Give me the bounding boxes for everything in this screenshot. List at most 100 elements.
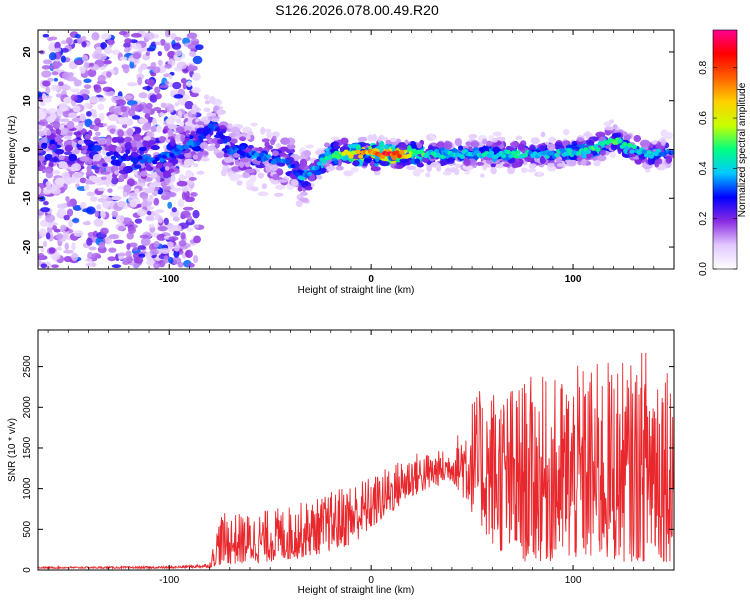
heatmap-cell bbox=[603, 121, 612, 127]
heatmap-cell bbox=[247, 130, 254, 136]
heatmap-cell bbox=[71, 242, 76, 251]
heatmap-cell bbox=[164, 80, 169, 85]
heatmap-cell bbox=[38, 124, 43, 131]
heatmap-cell bbox=[255, 164, 266, 169]
heatmap-cell bbox=[513, 153, 519, 159]
heatmap-cell bbox=[163, 42, 171, 51]
heatmap-cell bbox=[654, 159, 660, 168]
heatmap-cell bbox=[41, 70, 52, 78]
heatmap-cell bbox=[79, 156, 90, 162]
heatmap-cell bbox=[585, 149, 591, 155]
heatmap-cell bbox=[549, 151, 555, 156]
heatmap-cell bbox=[40, 263, 48, 268]
heatmap-cell bbox=[129, 200, 137, 208]
heatmap-cell bbox=[159, 84, 169, 89]
heatmap-cell bbox=[60, 40, 67, 45]
heatmap-cell bbox=[265, 154, 272, 159]
heatmap-cell bbox=[111, 195, 122, 201]
heatmap-cell bbox=[112, 173, 118, 178]
heatmap-cell bbox=[343, 170, 354, 177]
heatmap-cell bbox=[639, 139, 651, 148]
heatmap-cell bbox=[157, 215, 164, 224]
heatmap-cell bbox=[94, 117, 101, 126]
heatmap-cell bbox=[51, 71, 59, 76]
heatmap-cell bbox=[71, 252, 79, 262]
heatmap-cell bbox=[470, 141, 480, 148]
heatmap-cell bbox=[656, 148, 662, 154]
heatmap-cell bbox=[98, 112, 105, 122]
heatmap-cell bbox=[355, 149, 361, 155]
y-tick-label: 500 bbox=[22, 521, 33, 538]
heatmap-cell bbox=[86, 165, 92, 173]
heatmap-cell bbox=[157, 59, 163, 66]
heatmap-cell bbox=[507, 166, 516, 175]
heatmap-cell bbox=[100, 176, 107, 181]
heatmap-cell bbox=[205, 129, 211, 134]
heatmap-cell bbox=[108, 144, 118, 153]
heatmap-cell bbox=[228, 132, 237, 138]
spectrogram-x-axis-label: Height of straight line (km) bbox=[298, 285, 415, 296]
heatmap-cell bbox=[183, 144, 189, 150]
heatmap-cell bbox=[102, 122, 108, 127]
heatmap-cell bbox=[65, 37, 73, 45]
heatmap-cell bbox=[463, 159, 471, 167]
heatmap-cell bbox=[81, 36, 87, 41]
heatmap-cell bbox=[454, 163, 462, 169]
heatmap-cell bbox=[285, 159, 291, 164]
heatmap-cell bbox=[93, 125, 99, 132]
heatmap-cell bbox=[234, 159, 240, 166]
heatmap-cell bbox=[94, 166, 100, 174]
heatmap-cell bbox=[185, 170, 193, 178]
heatmap-cell bbox=[192, 209, 200, 219]
heatmap-cell bbox=[64, 176, 73, 185]
heatmap-cell bbox=[91, 144, 102, 152]
heatmap-cell bbox=[149, 94, 158, 103]
heatmap-cell bbox=[103, 174, 113, 183]
colorbar-ticks: 0.0 0.2 0.4 0.6 0.8 bbox=[698, 60, 737, 276]
heatmap-cell bbox=[98, 241, 106, 249]
heatmap-cell bbox=[138, 118, 149, 124]
heatmap-cell bbox=[97, 187, 106, 192]
heatmap-cell bbox=[38, 258, 42, 267]
heatmap-cell bbox=[517, 143, 526, 151]
heatmap-cell bbox=[188, 50, 197, 57]
x-tick-label: 100 bbox=[565, 575, 582, 586]
heatmap-cell bbox=[180, 210, 191, 218]
heatmap-cell bbox=[45, 232, 51, 240]
heatmap-cell bbox=[436, 141, 445, 147]
heatmap-cell bbox=[188, 64, 194, 72]
heatmap-cell bbox=[186, 80, 192, 88]
heatmap-cell bbox=[111, 210, 119, 218]
heatmap-cell bbox=[173, 230, 181, 236]
heatmap-cell bbox=[522, 152, 528, 158]
heatmap-cell bbox=[147, 78, 155, 88]
heatmap-cell bbox=[137, 245, 146, 250]
heatmap-cell bbox=[170, 175, 176, 183]
colorbar-tick-label: 0.2 bbox=[698, 211, 709, 225]
heatmap-cell bbox=[88, 246, 97, 251]
heatmap-cell bbox=[164, 30, 171, 38]
heatmap-cell bbox=[454, 168, 460, 176]
heatmap-cell bbox=[191, 145, 202, 152]
heatmap-cell bbox=[277, 161, 286, 167]
heatmap-cell bbox=[379, 161, 390, 167]
heatmap-cell bbox=[563, 129, 570, 136]
heatmap-cell bbox=[168, 184, 176, 193]
heatmap-cell bbox=[157, 50, 163, 57]
heatmap-cell bbox=[152, 66, 161, 74]
heatmap-cell bbox=[186, 32, 198, 39]
heatmap-cell bbox=[663, 132, 673, 140]
heatmap-cell bbox=[604, 126, 615, 131]
heatmap-cell bbox=[52, 169, 61, 175]
heatmap-cell bbox=[626, 142, 633, 148]
heatmap-cell bbox=[111, 136, 119, 143]
heatmap-cell bbox=[142, 86, 153, 91]
heatmap-cell bbox=[330, 136, 340, 141]
heatmap-cell bbox=[100, 33, 112, 40]
heatmap-cell bbox=[82, 208, 93, 213]
heatmap-cell bbox=[91, 113, 98, 118]
heatmap-cell bbox=[547, 162, 555, 168]
heatmap-cell bbox=[66, 120, 75, 129]
heatmap-cell bbox=[131, 139, 137, 148]
heatmap-cell bbox=[290, 179, 299, 187]
